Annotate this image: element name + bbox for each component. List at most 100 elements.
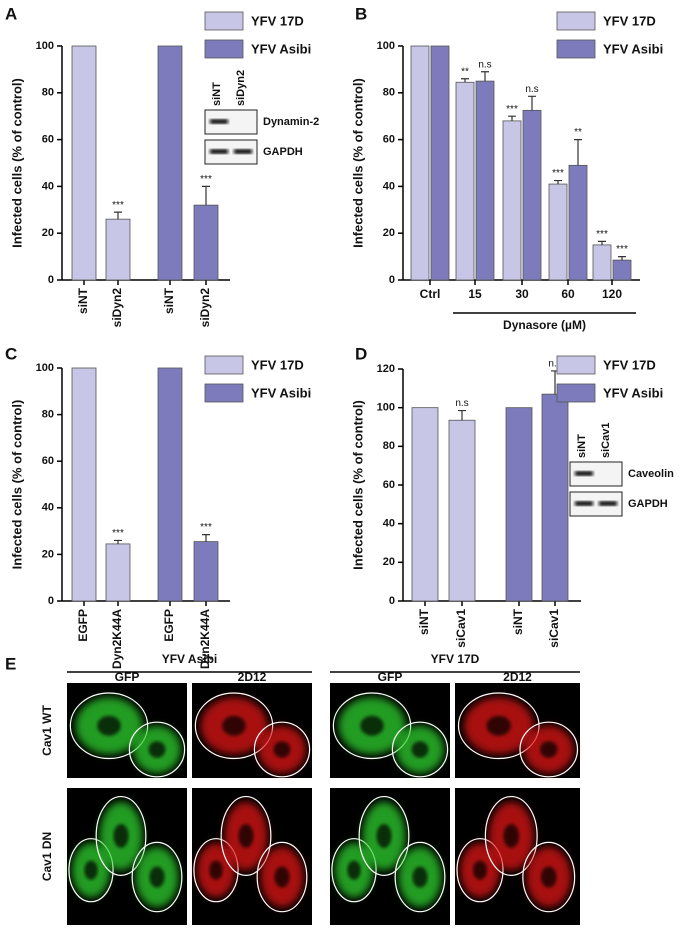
legend-swatch [556,39,596,59]
cell-outline [358,795,410,876]
x-tick-label: siDyn2 [110,288,124,328]
legend-swatch [204,39,244,59]
cell-nucleus [113,823,129,848]
error-bar [481,71,489,82]
error-bar [574,139,582,166]
legend-label: YFV Asibi [603,41,663,56]
cell-nucleus [347,860,361,880]
micrograph [330,683,450,778]
error-bar [114,539,122,544]
group-label: YFV 17D [431,652,480,666]
cell-outline [193,838,239,903]
x-tick-label: siNT [162,287,176,314]
significance-label: n.s [455,398,468,409]
y-tick-label: 20 [42,227,54,239]
legend-label: YFV 17D [603,13,656,28]
x-tick-label: EGFP [162,609,176,642]
cell-outline [131,841,183,913]
bar [548,183,568,281]
cell-outline [519,721,579,778]
y-tick-label: 100 [36,362,54,374]
bar [430,45,450,281]
legend-label: YFV Asibi [251,41,311,56]
y-tick-label: 0 [48,595,54,607]
bar [193,541,219,602]
cell-outline [69,692,149,760]
legend-swatch [204,11,244,31]
significance-label: *** [616,244,628,255]
column-label: 2D12 [503,670,532,684]
blot-lane-label: siNT [576,434,588,458]
cell-outline [95,795,147,876]
cell-nucleus [273,741,291,758]
y-tick-label: 120 [377,363,395,375]
blot-lane-label: siDyn2 [235,70,247,106]
x-tick-label: EGFP [76,609,90,642]
x-tick-label: siDyn2 [198,288,212,328]
micrograph [67,683,187,778]
error-bar [461,78,469,83]
y-tick-label: 80 [42,409,54,421]
micrograph [192,683,312,778]
blot-band [210,119,228,124]
y-tick-label: 40 [42,180,54,192]
cell-nucleus [540,866,557,888]
cell-outline [332,692,412,760]
panel-label: B [355,4,367,23]
cell-outline [391,721,449,778]
cell-nucleus [97,715,121,736]
cell-outline [220,795,272,876]
x-tick-label: siNT [511,608,525,635]
error-bar [114,211,122,220]
significance-label: n.s [525,84,538,95]
x-tick-label: Ctrl [420,287,441,301]
blot-band-label: Dynamin-2 [263,116,319,128]
blot-band [575,471,593,476]
y-tick-label: 100 [377,402,395,414]
cell-outline [128,721,186,778]
bar [193,204,219,281]
cell-outline [484,795,538,876]
cell-outline [194,692,274,760]
bar [105,218,131,281]
bar [157,45,183,281]
significance-label: *** [596,229,608,240]
bar [157,367,183,602]
legend-label: YFV Asibi [603,385,663,400]
x-tick-label: siNT [76,287,90,314]
cell-nucleus [503,823,520,848]
cell-nucleus [222,715,246,736]
x-axis-label: Dynasore (µM) [503,318,586,332]
x-tick-label: 60 [561,287,575,301]
significance-label: *** [552,168,564,179]
y-tick-label: 0 [48,274,54,286]
cell-outline [457,692,540,760]
x-tick-label: siNT [417,608,431,635]
cell-nucleus [540,741,558,758]
cell-nucleus [473,860,487,880]
y-tick-label: 60 [42,455,54,467]
column-label: GFP [115,670,140,684]
significance-label: n.s [478,59,491,70]
cell-nucleus [149,866,165,888]
legend-label: YFV 17D [251,13,304,28]
cell-outline [522,841,576,913]
column-label: GFP [378,670,403,684]
significance-label: *** [112,528,124,539]
y-tick-label: 80 [42,87,54,99]
cell-outline [256,841,308,913]
cell-outline [331,838,377,903]
y-tick-label: 40 [383,180,395,192]
error-bar [598,240,606,245]
group-label: YFV Asibi [162,652,218,666]
significance-label: *** [200,174,212,185]
blot-band-label: GAPDH [263,146,303,158]
error-bar [202,185,210,206]
blot-band-label: Caveolin [628,468,674,480]
cell-nucleus [360,715,384,736]
bar [455,81,475,281]
y-tick-label: 60 [42,134,54,146]
error-bar [458,409,466,421]
cell-nucleus [274,866,290,888]
